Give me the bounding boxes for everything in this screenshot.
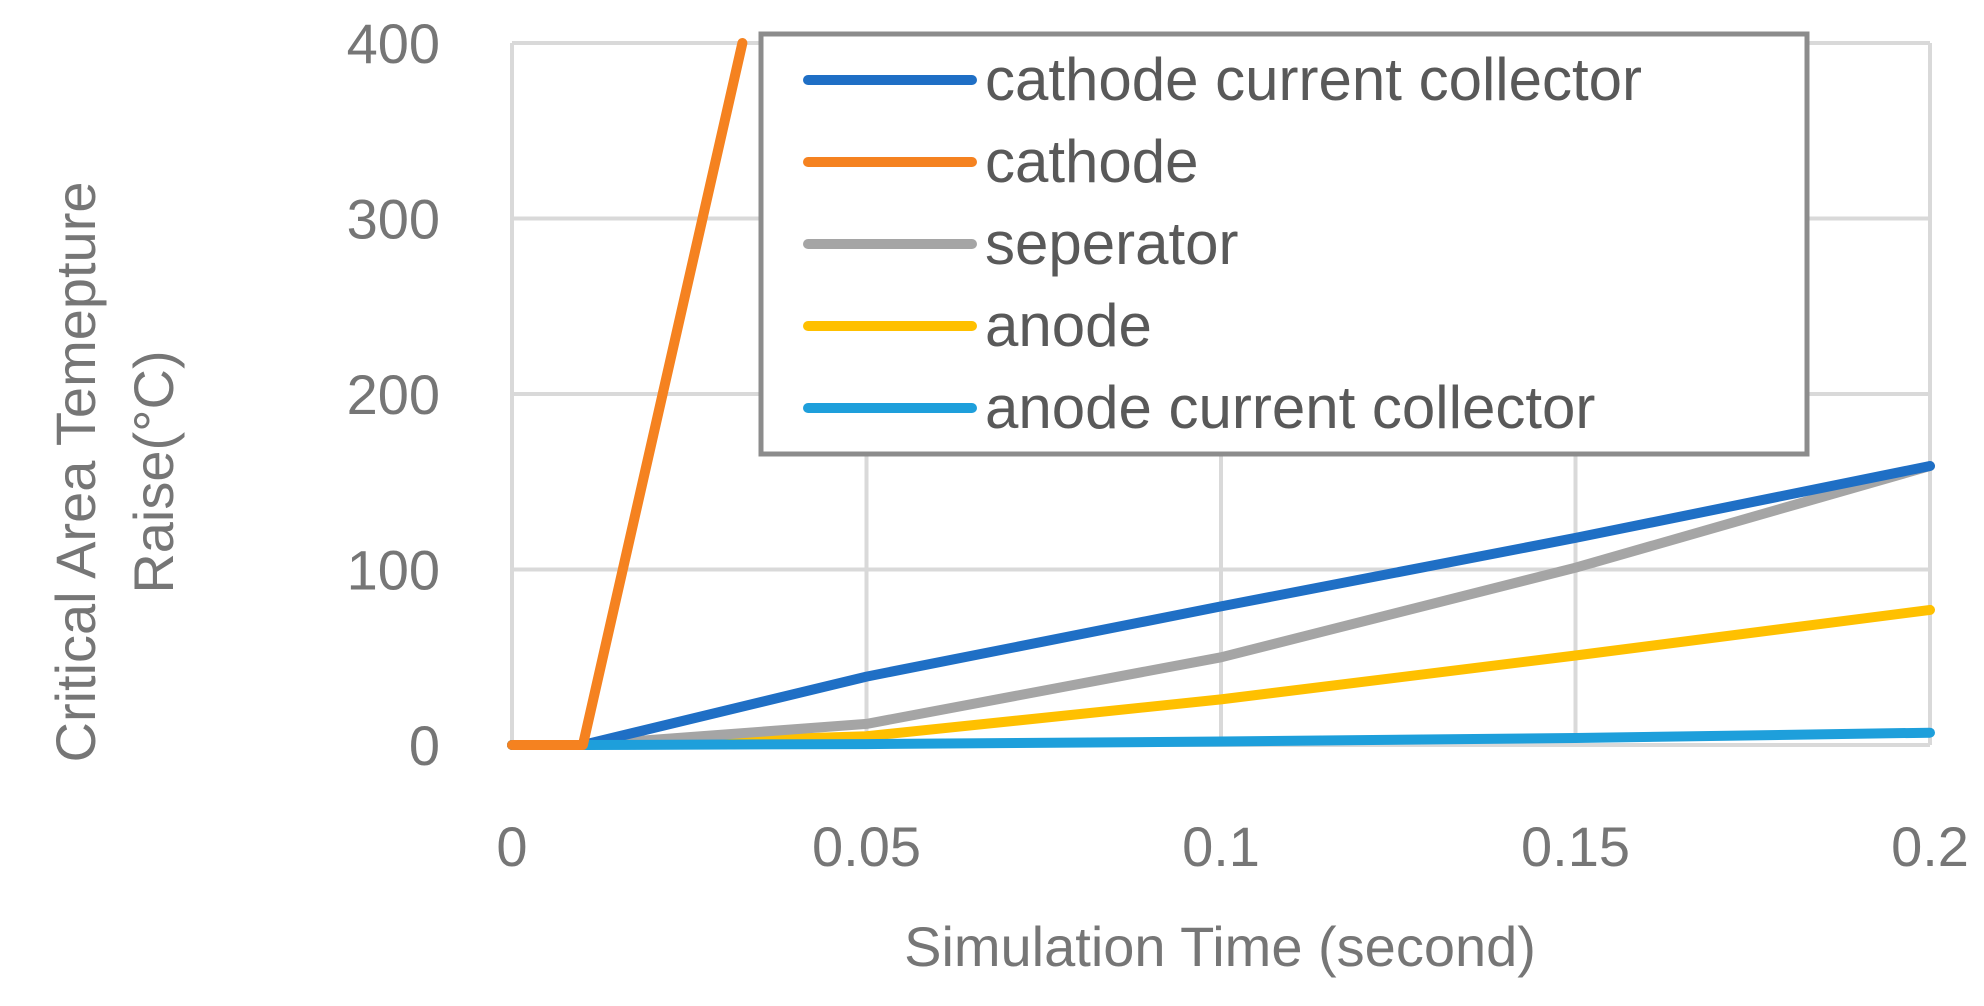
y-axis-title: Critical Area Temepture Raise(°C) — [44, 182, 185, 763]
legend: cathode current collector cathode seperato… — [758, 31, 1810, 457]
y-axis-title-line-2: Raise(°C) — [122, 350, 185, 593]
legend-label: anode current collector — [985, 374, 1595, 441]
legend-label: anode — [985, 292, 1152, 359]
series-lines — [507, 38, 1935, 750]
x-tick-label: 0.2 — [1891, 815, 1969, 878]
series-line-cathode — [507, 38, 748, 750]
x-tick-label: 0.1 — [1182, 815, 1260, 878]
x-tick-labels: 0 0.05 0.1 0.15 0.2 — [496, 815, 1969, 878]
y-tick-label: 0 — [409, 714, 440, 777]
legend-label: seperator — [985, 210, 1238, 277]
y-tick-labels: 0 100 200 300 400 — [347, 12, 440, 777]
y-axis-title-line-1: Critical Area Temepture — [44, 182, 107, 763]
y-tick-label: 400 — [347, 12, 440, 75]
x-tick-label: 0.05 — [812, 815, 921, 878]
y-tick-label: 100 — [347, 539, 440, 602]
y-tick-label: 300 — [347, 188, 440, 251]
y-tick-label: 200 — [347, 363, 440, 426]
legend-label: cathode current collector — [985, 46, 1642, 113]
x-tick-label: 0.15 — [1521, 815, 1630, 878]
legend-label: cathode — [985, 128, 1199, 195]
x-axis-title: Simulation Time (second) — [904, 915, 1536, 978]
x-tick-label: 0 — [496, 815, 527, 878]
